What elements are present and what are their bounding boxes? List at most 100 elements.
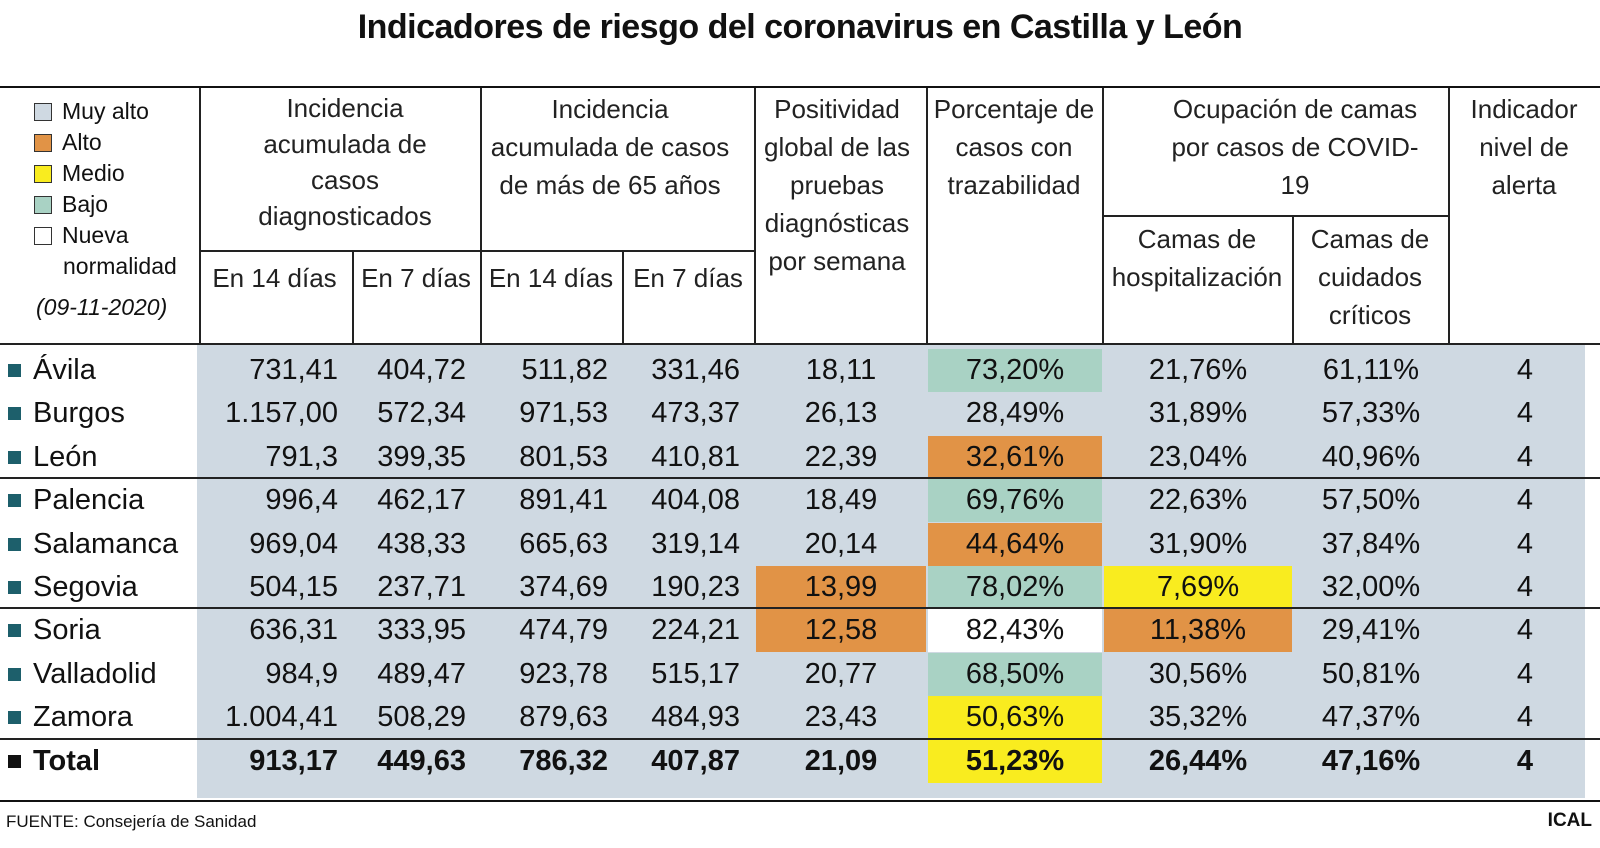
table-cell: 21,09: [804, 745, 878, 777]
table-cell: 969,04: [249, 528, 338, 560]
table-cell: 996,4: [265, 484, 338, 516]
table-cell: 4: [1516, 745, 1534, 777]
row-name: Valladolid: [33, 658, 157, 690]
row-label: Palencia: [8, 479, 144, 522]
row-label: Total: [8, 740, 100, 783]
table-cell: 636,31: [249, 614, 338, 646]
row-name: Palencia: [33, 484, 145, 516]
table-cell: 50,81%: [1321, 658, 1421, 690]
table-cell: 333,95: [377, 614, 466, 646]
table-cell: 319,14: [651, 528, 740, 560]
table-cell: 18,49: [804, 484, 878, 516]
table-cell: 913,17: [249, 745, 338, 777]
footer-rule: [0, 800, 1600, 802]
row-name: Salamanca: [33, 528, 179, 560]
table-cell: 50,63%: [928, 696, 1102, 739]
legend-item-nueva: Nueva: [34, 220, 204, 251]
table-cell: 4: [1516, 614, 1534, 646]
row-label: Zamora: [8, 696, 133, 739]
header-en7-b: En 7 días: [633, 263, 743, 293]
legend-swatch: [34, 133, 52, 152]
table-cell: 29,41%: [1321, 614, 1421, 646]
legend: Muy alto Alto Medio Bajo Nueva normalida…: [34, 96, 204, 321]
header-bottom-rule: [0, 343, 1600, 345]
table-cell: 32,61%: [928, 436, 1102, 479]
brand-logo: ICAL: [1547, 810, 1592, 831]
header-ocupacion: Ocupación de camas por casos de COVID-19: [1171, 94, 1419, 200]
table-cell: 21,76%: [1148, 354, 1248, 386]
table-cell: 47,16%: [1321, 745, 1421, 777]
table-cell: 438,33: [377, 528, 466, 560]
table-cell: 68,50%: [928, 653, 1102, 696]
legend-item-bajo: Bajo: [34, 189, 204, 220]
row-name: Burgos: [33, 397, 125, 429]
table-cell: 473,37: [651, 397, 740, 429]
table-cell: 665,63: [519, 528, 608, 560]
header-top-rule: [0, 86, 1600, 88]
table-cell: 410,81: [651, 441, 740, 473]
table-cell: 407,87: [651, 745, 740, 777]
source-note: FUENTE: Consejería de Sanidad: [6, 812, 257, 831]
row-group-divider: [0, 738, 1600, 740]
table-cell: 73,20%: [928, 349, 1102, 392]
legend-item-muy-alto: Muy alto: [34, 96, 204, 127]
table-cell: 57,50%: [1321, 484, 1421, 516]
table-cell: 791,3: [265, 441, 338, 473]
table-cell: 20,14: [804, 528, 878, 560]
table-cell: 1.004,41: [225, 701, 338, 733]
table-cell: 462,17: [377, 484, 466, 516]
table-cell: 37,84%: [1321, 528, 1421, 560]
table-cell: 4: [1516, 354, 1534, 386]
header-hospitalizacion: Camas de hospitalización: [1111, 224, 1283, 292]
table-cell: 4: [1516, 484, 1534, 516]
table-cell: 4: [1516, 658, 1534, 690]
table-cell: 7,69%: [1104, 566, 1292, 609]
table-cell: 731,41: [249, 354, 338, 386]
table-cell: 508,29: [377, 701, 466, 733]
header-criticos: Camas de cuidados críticos: [1310, 224, 1430, 330]
table-cell: 4: [1516, 528, 1534, 560]
square-bullet-icon: [8, 407, 21, 420]
header-positividad: Positividad global de las pruebas diagnó…: [764, 94, 910, 276]
table-cell: 28,49%: [965, 397, 1065, 429]
square-bullet-icon: [8, 711, 21, 724]
legend-swatch: [34, 102, 52, 121]
row-name: León: [33, 441, 98, 473]
square-bullet-icon: [8, 494, 21, 507]
row-label: Burgos: [8, 392, 125, 435]
table-cell: 484,93: [651, 701, 740, 733]
divider: [1102, 215, 1448, 217]
legend-date: (09-11-2020): [36, 294, 168, 320]
legend-swatch: [34, 195, 52, 214]
square-bullet-icon: [8, 624, 21, 637]
row-name: Soria: [33, 614, 101, 646]
table-cell: 224,21: [651, 614, 740, 646]
table-cell: 40,96%: [1321, 441, 1421, 473]
table-cell: 404,08: [651, 484, 740, 516]
table-cell: 44,64%: [928, 523, 1102, 566]
table-cell: 237,71: [377, 571, 466, 603]
row-label: Soria: [8, 609, 101, 652]
square-bullet-icon: [8, 364, 21, 377]
table-cell: 504,15: [249, 571, 338, 603]
table-cell: 22,39: [804, 441, 878, 473]
legend-item-continuation: normalidad: [63, 253, 177, 279]
table-cell: 404,72: [377, 354, 466, 386]
square-bullet-icon: [8, 538, 21, 551]
table-cell: 69,76%: [928, 479, 1102, 522]
table-cell: 82,43%: [928, 609, 1102, 652]
table-cell: 4: [1516, 441, 1534, 473]
row-group-divider: [0, 607, 1600, 609]
square-bullet-icon: [8, 755, 21, 768]
table-cell: 23,04%: [1148, 441, 1248, 473]
square-bullet-icon: [8, 451, 21, 464]
legend-item-alto: Alto: [34, 127, 204, 158]
table-cell: 879,63: [519, 701, 608, 733]
row-label: Salamanca: [8, 523, 178, 566]
table-cell: 449,63: [377, 745, 466, 777]
table-cell: 78,02%: [928, 566, 1102, 609]
table-cell: 515,17: [651, 658, 740, 690]
table-cell: 35,32%: [1148, 701, 1248, 733]
table-cell: 331,46: [651, 354, 740, 386]
square-bullet-icon: [8, 581, 21, 594]
